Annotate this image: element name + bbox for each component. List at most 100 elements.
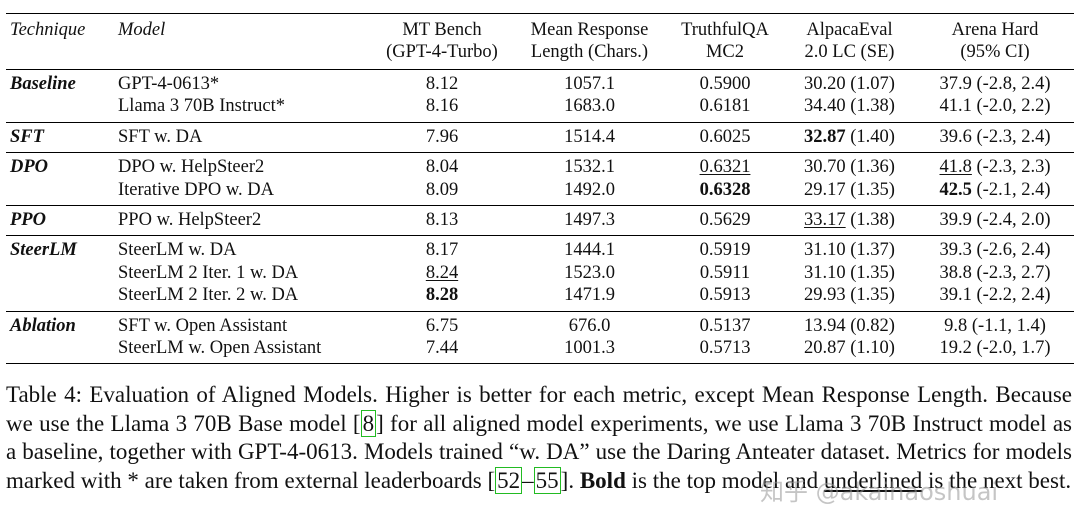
- header-arena-hard: Arena Hard (95% CI): [951, 20, 1039, 62]
- arena-hard-cell: 19.2 (-2.0, 1.7): [939, 338, 1051, 359]
- mt-bench-cell: 7.96: [425, 126, 459, 147]
- table-group: DPO DPO w. HelpSteer2 8.04 1532.1 0.6321 30.7…: [6, 153, 1074, 206]
- model-cell: SFT w. Open Assistant: [118, 315, 288, 336]
- mean-length-cell: 1057.1: [564, 74, 615, 94]
- mean-length-cell: 676.0: [568, 315, 611, 336]
- technique-cell: [6, 95, 114, 122]
- technique-cell: Baseline: [10, 74, 76, 94]
- mt-bench-cell: 8.09: [425, 179, 459, 200]
- arena-hard-cell: 39.9 (-2.4, 2.0): [939, 210, 1051, 231]
- technique-cell: SteerLM: [10, 240, 77, 261]
- technique-cell: [6, 179, 114, 206]
- table-group: Baseline GPT-4-0613* 8.12 1057.1 0.5900 30.20…: [6, 70, 1074, 123]
- table-row: SteerLM SteerLM w. DA 8.17 1444.1 0.5919 31.1…: [6, 236, 1074, 262]
- model-cell: SteerLM w. DA: [118, 240, 237, 261]
- mean-length-cell: 1001.3: [564, 338, 615, 359]
- table-row: DPO DPO w. HelpSteer2 8.04 1532.1 0.6321 30.7…: [6, 153, 1074, 179]
- mt-bench-cell: 8.24: [425, 262, 459, 283]
- arena-hard-cell: 38.8 (-2.3, 2.7): [939, 262, 1051, 283]
- mean-length-cell: 1514.4: [564, 126, 615, 147]
- arena-hard-cell: 9.8 (-1.1, 1.4): [944, 315, 1046, 336]
- alpacaeval-cell: 31.10 (1.35): [804, 262, 895, 283]
- header-alpacaeval: AlpacaEval 2.0 LC (SE): [804, 20, 895, 62]
- table-row: Iterative DPO w. DA 8.09 1492.0 0.6328 29.17…: [6, 179, 1074, 206]
- mean-length-cell: 1444.1: [564, 240, 615, 261]
- truthfulqa-cell: 0.5913: [699, 285, 751, 306]
- alpacaeval-cell: 29.17 (1.35): [804, 179, 895, 200]
- model-cell: DPO w. HelpSteer2: [118, 157, 265, 178]
- truthfulqa-cell: 0.5137: [699, 315, 751, 336]
- model-cell: SteerLM 2 Iter. 1 w. DA: [118, 262, 299, 283]
- mean-length-cell: 1523.0: [564, 262, 615, 283]
- truthfulqa-cell: 0.5713: [699, 338, 751, 359]
- header-technique: Technique: [10, 20, 86, 40]
- caption-text-1: Table 4: Evaluation of Aligned Models. H…: [6, 382, 1072, 436]
- watermark: 知乎 @akaihaoshuai: [760, 478, 999, 506]
- model-cell: SFT w. DA: [118, 126, 203, 147]
- model-cell: SteerLM w. Open Assistant: [118, 338, 322, 359]
- technique-cell: [6, 337, 114, 364]
- technique-cell: [6, 262, 114, 284]
- table-header: Technique Model MT Bench (GPT-4-Turbo) Me…: [6, 13, 1074, 70]
- mt-bench-cell: 8.28: [425, 285, 459, 306]
- arena-hard-cell: 39.1 (-2.2, 2.4): [939, 285, 1051, 306]
- truthfulqa-cell: 0.5911: [699, 262, 751, 283]
- technique-cell: SFT: [10, 126, 44, 147]
- table-row: Llama 3 70B Instruct* 8.16 1683.0 0.6181 34.…: [6, 95, 1074, 122]
- arena-hard-cell: 42.5 (-2.1, 2.4): [939, 179, 1051, 200]
- arena-hard-cell: 37.9 (-2.8, 2.4): [939, 74, 1051, 94]
- arena-hard-cell: 39.6 (-2.3, 2.4): [939, 126, 1051, 147]
- table-group: PPO PPO w. HelpSteer2 8.13 1497.3 0.5629 33.1…: [6, 206, 1074, 236]
- table-row: SteerLM w. Open Assistant 7.44 1001.3 0.571…: [6, 337, 1074, 364]
- table-group: SFT SFT w. DA 7.96 1514.4 0.6025 32.87 (1.40)…: [6, 122, 1074, 153]
- header-mean-response: Mean Response Length (Chars.): [530, 20, 649, 62]
- truthfulqa-cell: 0.5629: [699, 210, 751, 231]
- table-row: PPO PPO w. HelpSteer2 8.13 1497.3 0.5629 33.1…: [6, 206, 1074, 236]
- citation-link[interactable]: 8: [360, 409, 377, 437]
- technique-cell: PPO: [10, 210, 46, 231]
- arena-hard-cell: 39.3 (-2.6, 2.4): [939, 240, 1051, 261]
- mt-bench-cell: 8.13: [425, 210, 459, 231]
- table-group: Ablation SFT w. Open Assistant 6.75 676.0 0.…: [6, 311, 1074, 364]
- table-row: SteerLM 2 Iter. 1 w. DA 8.24 1523.0 0.5911 3…: [6, 262, 1074, 284]
- alpacaeval-cell: 29.93 (1.35): [804, 285, 895, 306]
- alpacaeval-cell: 30.70 (1.36): [804, 157, 895, 178]
- model-cell: GPT-4-0613*: [118, 74, 220, 94]
- arena-hard-cell: 41.8 (-2.3, 2.3): [939, 157, 1051, 178]
- technique-cell: [6, 284, 114, 311]
- header-truthfulqa: TruthfulQA MC2: [681, 20, 769, 62]
- table-caption: Table 4: Evaluation of Aligned Models. H…: [6, 382, 1072, 494]
- alpacaeval-cell: 31.10 (1.37): [804, 240, 895, 261]
- mean-length-cell: 1471.9: [564, 285, 615, 306]
- mt-bench-cell: 6.75: [425, 315, 459, 336]
- table-group: SteerLM SteerLM w. DA 8.17 1444.1 0.5919 31.1…: [6, 236, 1074, 312]
- table-row: SFT SFT w. DA 7.96 1514.4 0.6025 32.87 (1.40)…: [6, 122, 1074, 152]
- header-model: Model: [118, 20, 166, 40]
- mt-bench-cell: 8.16: [425, 96, 459, 117]
- model-cell: PPO w. HelpSteer2: [118, 210, 262, 231]
- mt-bench-cell: 8.04: [425, 157, 459, 178]
- citation-link[interactable]: 55: [533, 466, 561, 494]
- mean-length-cell: 1683.0: [564, 96, 615, 117]
- arena-hard-cell: 41.1 (-2.0, 2.2): [939, 96, 1051, 117]
- model-cell: Llama 3 70B Instruct*: [118, 96, 285, 117]
- truthfulqa-cell: 0.6181: [699, 96, 751, 117]
- citation-link[interactable]: 52: [495, 466, 523, 494]
- caption-underlined-word: underlined: [823, 467, 923, 493]
- truthfulqa-cell: 0.6321: [699, 157, 751, 178]
- model-cell: SteerLM 2 Iter. 2 w. DA: [118, 285, 299, 306]
- table-row: Baseline GPT-4-0613* 8.12 1057.1 0.5900 30.20…: [6, 70, 1074, 96]
- mean-length-cell: 1532.1: [564, 157, 615, 178]
- header-mt-bench: MT Bench (GPT-4-Turbo): [386, 20, 498, 62]
- alpacaeval-cell: 33.17 (1.38): [804, 210, 895, 231]
- mean-length-cell: 1497.3: [564, 210, 615, 231]
- table-row: SteerLM 2 Iter. 2 w. DA 8.28 1471.9 0.5913 2…: [6, 284, 1074, 311]
- model-cell: Iterative DPO w. DA: [118, 179, 275, 200]
- technique-cell: DPO: [10, 157, 49, 178]
- results-table: Technique Model MT Bench (GPT-4-Turbo) Me…: [6, 13, 1074, 364]
- alpacaeval-cell: 13.94 (0.82): [804, 315, 895, 336]
- mt-bench-cell: 8.12: [425, 74, 459, 94]
- truthfulqa-cell: 0.6328: [699, 179, 751, 200]
- mean-length-cell: 1492.0: [564, 179, 615, 200]
- mt-bench-cell: 7.44: [425, 338, 459, 359]
